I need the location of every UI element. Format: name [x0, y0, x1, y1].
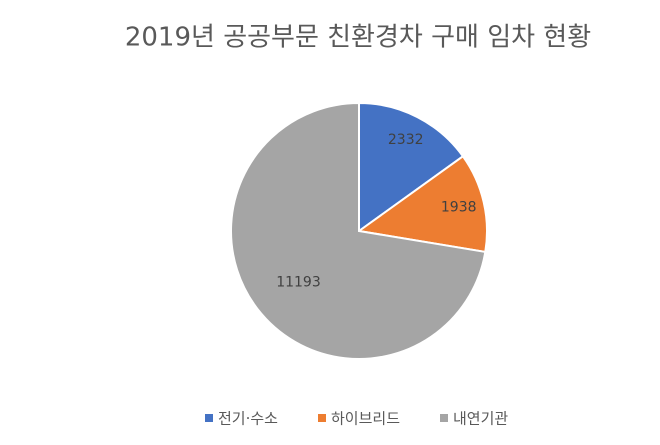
data-label: 2332	[388, 132, 424, 148]
legend-swatch	[205, 414, 213, 422]
pie-slice	[358, 101, 465, 233]
chart-title: 2019년 공공부문 친환경차 구매 임차 현황	[125, 23, 591, 53]
pie-slice	[230, 101, 487, 360]
legend-swatch	[318, 414, 326, 422]
data-label: 1938	[441, 200, 477, 216]
legend-swatch	[440, 414, 448, 422]
pie-slice	[356, 154, 488, 254]
legend-label: 내연기관	[453, 410, 508, 428]
data-label: 11193	[276, 274, 321, 290]
legend-label: 하이브리드	[331, 410, 400, 428]
legend-label: 전기·수소	[218, 410, 278, 428]
